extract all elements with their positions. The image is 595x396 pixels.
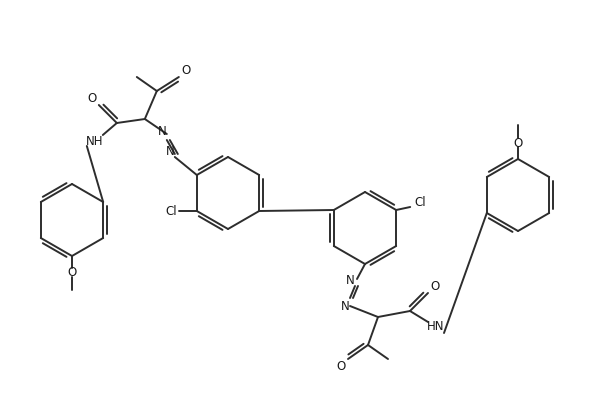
Text: O: O: [181, 63, 190, 76]
Text: NH: NH: [86, 135, 104, 147]
Text: N: N: [346, 274, 355, 287]
Text: O: O: [430, 280, 440, 293]
Text: O: O: [513, 137, 522, 150]
Text: HN: HN: [427, 320, 444, 333]
Text: O: O: [67, 265, 77, 278]
Text: Cl: Cl: [165, 204, 177, 217]
Text: N: N: [165, 145, 174, 158]
Text: Cl: Cl: [414, 196, 426, 209]
Text: N: N: [340, 299, 349, 312]
Text: O: O: [87, 91, 96, 105]
Text: N: N: [158, 124, 166, 137]
Text: O: O: [336, 360, 346, 373]
